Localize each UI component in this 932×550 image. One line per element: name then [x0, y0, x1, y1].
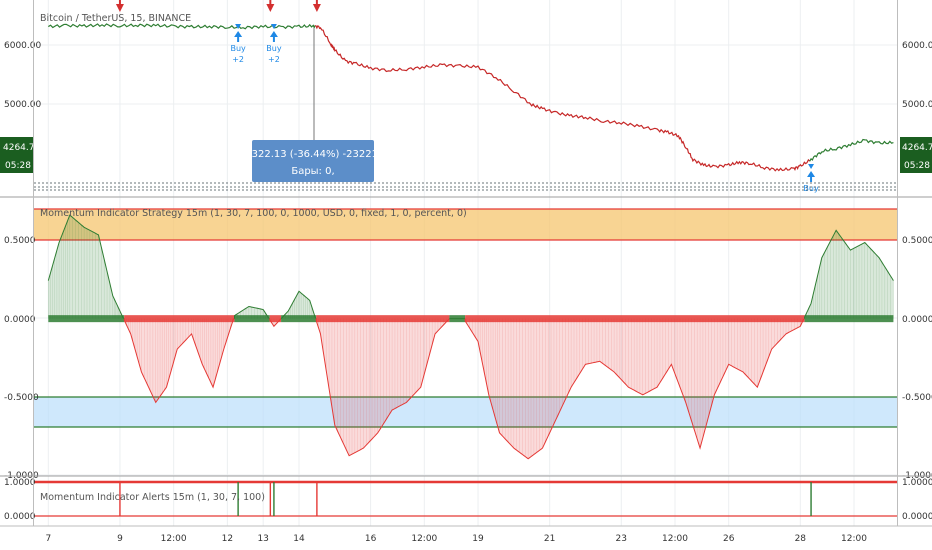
alert-spikes	[119, 482, 812, 516]
momentum-positive-line	[280, 290, 317, 319]
countdown: 05:28	[5, 161, 31, 171]
momentum-zero-band	[269, 315, 282, 323]
time-axis-label: 28	[795, 534, 807, 544]
alerts-axis-label-right: 0.0000	[902, 512, 932, 522]
alerts-axis-label-left: 0.0000	[4, 512, 36, 522]
measure-tooltip-line1: -2322.13 (-36.44%) -232213	[242, 149, 385, 160]
momentum-positive-line	[804, 229, 894, 319]
buy-signal-label: +2	[268, 55, 280, 64]
time-axis-label: 21	[544, 534, 555, 544]
buy-signal-marker	[270, 24, 277, 29]
price-axis-label-right: 5000.00	[902, 100, 932, 110]
current-price-badge-left: 4264.77 05:28	[0, 137, 40, 173]
time-axis-label: 12	[222, 534, 233, 544]
alerts-axis-label-left: 1.0000	[4, 478, 36, 488]
grid	[34, 0, 897, 526]
buy-signal-arrow	[234, 31, 243, 37]
time-axis-label: 26	[723, 534, 735, 544]
momentum-positive-area	[281, 291, 317, 319]
time-axis-label: 9	[117, 534, 123, 544]
overbought-band	[34, 209, 897, 240]
measure-tooltip: -2322.13 (-36.44%) -232213 Бары: 0,	[242, 140, 385, 182]
momentum-axis-label-left: 0.5000	[4, 236, 36, 246]
price-pane-title: Bitcoin / TetherUS, 15, BINANCE	[40, 13, 191, 24]
sell-signal-arrow	[312, 4, 321, 12]
momentum-positive-line	[47, 214, 125, 320]
momentum-area	[47, 214, 894, 460]
buy-signal-arrow	[269, 31, 278, 37]
price-axis-label-left: 5000.00	[4, 100, 41, 110]
time-axis[interactable]: 7 9 12:00 12 13 14 16 12:00 19 21 23 12:00 26 28 12:00	[45, 534, 867, 544]
momentum-axis-label-right: 0.0000	[902, 315, 932, 325]
time-axis-label: 12:00	[411, 534, 437, 544]
momentum-negative-area	[124, 318, 235, 403]
time-axis-label: 13	[257, 534, 268, 544]
price-line-segment	[314, 24, 811, 172]
current-price: 4264.77	[902, 143, 932, 153]
momentum-axis-label-left: -0.5000	[4, 393, 39, 403]
momentum-positive-area	[804, 230, 894, 319]
momentum-zero-band	[465, 315, 805, 323]
alerts-pane[interactable]: Momentum Indicator Alerts 15m (1, 30, 7,…	[4, 478, 932, 522]
buy-signal-arrow	[807, 171, 816, 177]
buy-signal-marker	[808, 164, 815, 169]
momentum-negative-line	[123, 318, 235, 404]
price-line-segment	[48, 23, 316, 30]
price-line	[48, 23, 894, 172]
time-axis-label: 7	[45, 534, 51, 544]
momentum-zero-band	[449, 315, 466, 323]
current-price: 4264.77	[3, 143, 40, 153]
alerts-axis-label-right: 1.0000	[902, 478, 932, 488]
time-axis-label: 12:00	[662, 534, 688, 544]
momentum-positive-area	[48, 215, 125, 319]
momentum-zero-band	[48, 315, 125, 323]
momentum-negative-line	[315, 318, 450, 457]
momentum-negative-area	[316, 318, 450, 456]
momentum-axis-label-left: 0.0000	[4, 315, 36, 325]
time-axis-label: 16	[365, 534, 377, 544]
time-axis-label: 23	[616, 534, 627, 544]
current-price-badge-right: 4264.77 05:28	[900, 137, 932, 173]
oversold-band	[34, 397, 897, 427]
countdown: 05:28	[904, 161, 930, 171]
momentum-zero-band	[804, 315, 894, 323]
momentum-zero-band	[281, 315, 317, 323]
price-axis-label-left: 6000.00	[4, 41, 41, 51]
momentum-axis-label-right: 0.5000	[902, 236, 932, 246]
time-axis-label: 12:00	[841, 534, 867, 544]
momentum-negative-area	[465, 318, 805, 459]
alerts-pane-title: Momentum Indicator Alerts 15m (1, 30, 7,…	[40, 492, 265, 503]
time-axis-label: 19	[472, 534, 484, 544]
momentum-positive-line	[234, 305, 270, 320]
signal-markers: Buy +2 Buy +2 Buy	[115, 0, 819, 193]
measure-tooltip-line2: Бары: 0,	[291, 166, 334, 177]
momentum-zero-band	[234, 315, 270, 323]
buy-signal-label: +2	[232, 55, 244, 64]
sell-signal-arrow	[266, 4, 275, 12]
momentum-axis-label-right: -0.5000	[902, 393, 932, 403]
buy-signal-marker	[235, 24, 242, 29]
buy-signal-label: Buy	[266, 44, 282, 53]
momentum-pane[interactable]: Momentum Indicator Strategy 15m (1, 30, …	[4, 208, 932, 481]
price-pane[interactable]: Bitcoin / TetherUS, 15, BINANCE Buy+2Buy…	[0, 0, 932, 193]
time-axis-label: 12:00	[161, 534, 187, 544]
momentum-zero-band	[316, 315, 450, 323]
buy-signal-label: Buy	[803, 184, 819, 193]
price-line-segment	[809, 138, 894, 162]
price-axis-label-right: 6000.00	[902, 41, 932, 51]
momentum-zero-band	[124, 315, 235, 323]
momentum-pane-title: Momentum Indicator Strategy 15m (1, 30, …	[40, 208, 467, 219]
momentum-negative-line	[464, 318, 805, 460]
buy-signal-label: Buy	[230, 44, 246, 53]
sell-signal-arrow	[115, 4, 124, 12]
time-axis-label: 14	[293, 534, 305, 544]
